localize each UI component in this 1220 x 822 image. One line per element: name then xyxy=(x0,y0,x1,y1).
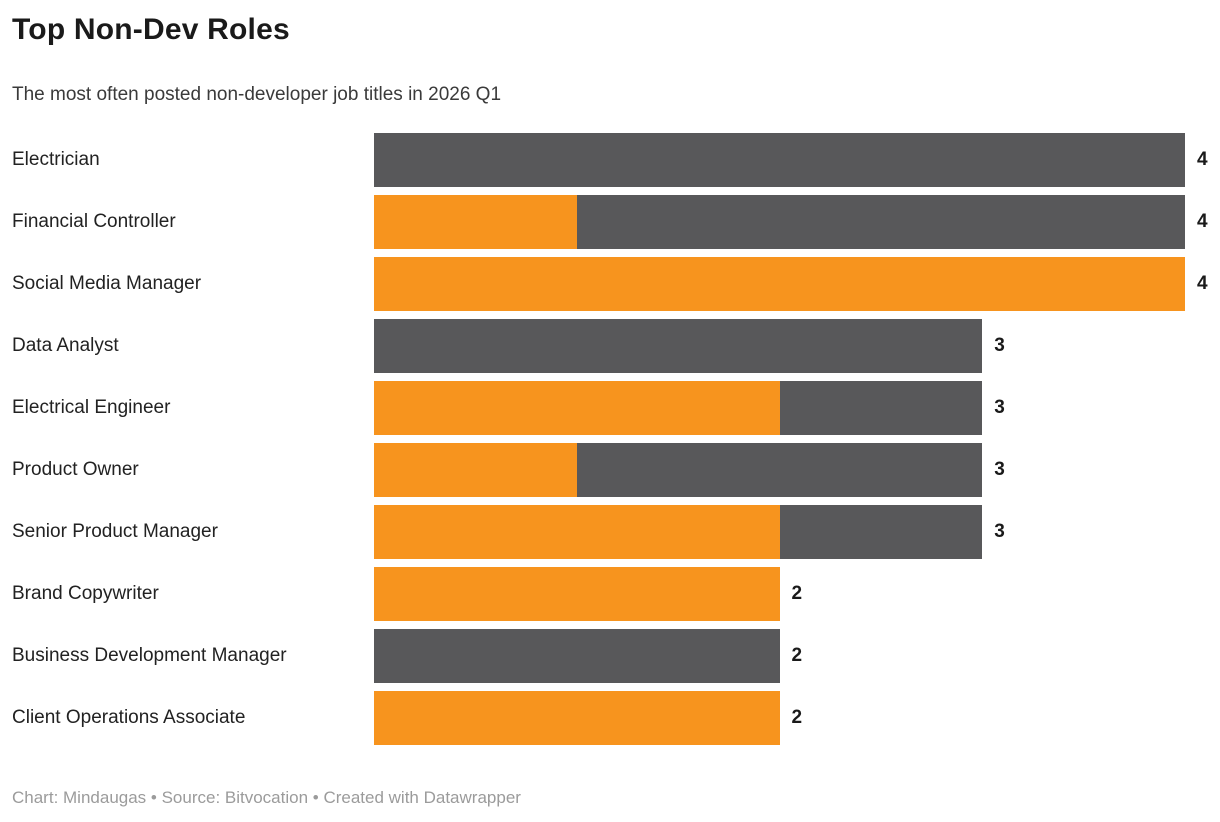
bar-gray-segment[interactable] xyxy=(779,381,983,435)
chart-row: Product Owner 3 xyxy=(0,443,1220,497)
bar-orange-segment[interactable] xyxy=(374,195,577,249)
bar-track xyxy=(374,257,1185,311)
category-label: Social Media Manager xyxy=(12,273,202,294)
bar-track xyxy=(374,505,983,559)
chart-footer-credits: Chart: Mindaugas • Source: Bitvocation •… xyxy=(12,788,521,807)
value-label: 2 xyxy=(791,707,803,728)
bar-gray-segment[interactable] xyxy=(374,319,983,373)
category-label: Brand Copywriter xyxy=(12,583,159,604)
bar-gray-segment[interactable] xyxy=(779,505,983,559)
chart-row: Business Development Manager 2 xyxy=(0,629,1220,683)
bar-orange-segment[interactable] xyxy=(374,257,1185,311)
chart-row: Senior Product Manager 3 xyxy=(0,505,1220,559)
bar-orange-segment[interactable] xyxy=(374,691,780,745)
bar-track xyxy=(374,381,983,435)
chart-subtitle: The most often posted non-developer job … xyxy=(12,84,502,105)
bar-gray-segment[interactable] xyxy=(576,195,1185,249)
bar-track xyxy=(374,691,780,745)
value-label: 3 xyxy=(994,335,1005,356)
chart-row: Electrical Engineer 3 xyxy=(0,381,1220,435)
bar-track xyxy=(374,319,983,373)
bar-gray-segment[interactable] xyxy=(374,133,1185,187)
chart-row: Data Analyst 3 xyxy=(0,319,1220,373)
value-label: 3 xyxy=(994,459,1005,480)
category-label: Client Operations Associate xyxy=(12,707,246,728)
chart-row: Electrician 4 xyxy=(0,133,1220,187)
bar-orange-segment[interactable] xyxy=(374,381,780,435)
value-label: 2 xyxy=(791,645,803,666)
category-label: Electrical Engineer xyxy=(12,397,171,418)
category-label: Business Development Manager xyxy=(12,645,287,666)
value-label: 4 xyxy=(1197,211,1208,232)
value-label: 4 xyxy=(1197,273,1208,294)
bar-orange-segment[interactable] xyxy=(374,443,577,497)
bar-track xyxy=(374,567,780,621)
category-label: Product Owner xyxy=(12,459,139,480)
value-label: 3 xyxy=(994,397,1005,418)
value-label: 2 xyxy=(791,583,803,604)
bar-track xyxy=(374,195,1185,249)
chart-row: Social Media Manager 4 xyxy=(0,257,1220,311)
category-label: Electrician xyxy=(12,149,100,170)
chart-title: Top Non-Dev Roles xyxy=(12,13,290,46)
bar-track xyxy=(374,133,1185,187)
value-label: 4 xyxy=(1197,149,1208,170)
category-label: Data Analyst xyxy=(12,335,119,356)
chart-row: Financial Controller 4 xyxy=(0,195,1220,249)
bar-gray-segment[interactable] xyxy=(576,443,983,497)
chart-row: Client Operations Associate 2 xyxy=(0,691,1220,745)
bar-gray-segment[interactable] xyxy=(374,629,780,683)
category-label: Senior Product Manager xyxy=(12,521,218,542)
value-label: 3 xyxy=(994,521,1005,542)
bar-orange-segment[interactable] xyxy=(374,567,780,621)
bar-orange-segment[interactable] xyxy=(374,505,780,559)
chart-row: Brand Copywriter 2 xyxy=(0,567,1220,621)
bar-track xyxy=(374,443,983,497)
bar-track xyxy=(374,629,780,683)
category-label: Financial Controller xyxy=(12,211,176,232)
bar-chart: Electrician 4 Financial Controller 4 Social … xyxy=(0,133,1220,753)
